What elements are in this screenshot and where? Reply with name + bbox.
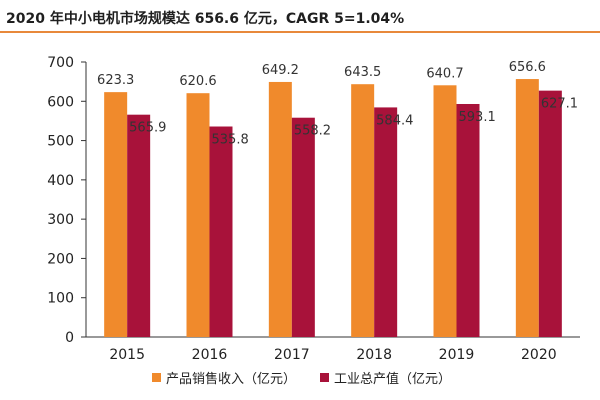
legend-label-sales-revenue: 产品销售收入（亿元） [166, 371, 296, 387]
bar-industrial-output [291, 117, 315, 337]
x-axis: 2015 2016 2017 2018 2019 2020 [86, 336, 580, 363]
data-label: 649.2 [262, 63, 299, 78]
bar-industrial-output [209, 126, 233, 337]
data-label: 640.7 [426, 66, 463, 81]
bar-industrial-output [456, 103, 480, 337]
x-tick-label: 2020 [521, 347, 557, 363]
x-tick-label: 2016 [192, 347, 228, 363]
legend-swatch-industrial-output [320, 373, 329, 382]
y-tick-label: 300 [47, 212, 74, 228]
data-label: 535.8 [212, 133, 249, 148]
legend-label-industrial-output: 工业总产值（亿元） [334, 371, 451, 387]
x-tick-label: 2019 [439, 347, 475, 363]
x-tick-label: 2017 [274, 347, 310, 363]
bar-industrial-output [374, 107, 398, 338]
legend-swatch-sales-revenue [152, 373, 161, 382]
chart-title: 2020 年中小电机市场规模达 656.6 亿元，CAGR 5=1.04% [6, 11, 405, 27]
x-tick-label: 2018 [356, 347, 392, 363]
y-tick-label: 400 [47, 173, 74, 189]
bar-sales-revenue [515, 79, 539, 338]
y-tick-label: 600 [47, 94, 74, 110]
bar-sales-revenue [351, 84, 375, 337]
data-label: 558.2 [294, 124, 331, 139]
data-label: 620.6 [179, 74, 216, 89]
y-axis: 0 100 200 300 400 500 600 700 [47, 55, 87, 346]
legend: 产品销售收入（亿元） 工业总产值（亿元） [152, 371, 451, 387]
data-label: 593.1 [459, 110, 496, 125]
data-label: 584.4 [376, 113, 413, 128]
bar-industrial-output [538, 90, 562, 337]
bars [104, 79, 562, 338]
x-tick-label: 2015 [109, 347, 145, 363]
data-label: 565.9 [129, 121, 166, 136]
y-tick-label: 200 [47, 251, 74, 267]
bar-industrial-output [127, 114, 151, 337]
y-tick-label: 700 [47, 55, 74, 71]
data-label: 643.5 [344, 65, 381, 80]
y-tick-label: 100 [47, 291, 74, 307]
data-label: 627.1 [541, 97, 578, 112]
y-tick-label: 0 [65, 330, 74, 346]
y-tick-label: 500 [47, 134, 74, 150]
bar-sales-revenue [186, 93, 210, 337]
title-underline [0, 31, 600, 33]
bar-sales-revenue [433, 85, 457, 338]
bar-sales-revenue [268, 81, 292, 337]
bar-sales-revenue [104, 92, 128, 337]
data-label: 656.6 [509, 60, 546, 75]
data-label: 623.3 [97, 73, 134, 88]
data-labels: 623.3 565.9 620.6 535.8 649.2 558.2 643.5 584.4… [97, 60, 578, 147]
